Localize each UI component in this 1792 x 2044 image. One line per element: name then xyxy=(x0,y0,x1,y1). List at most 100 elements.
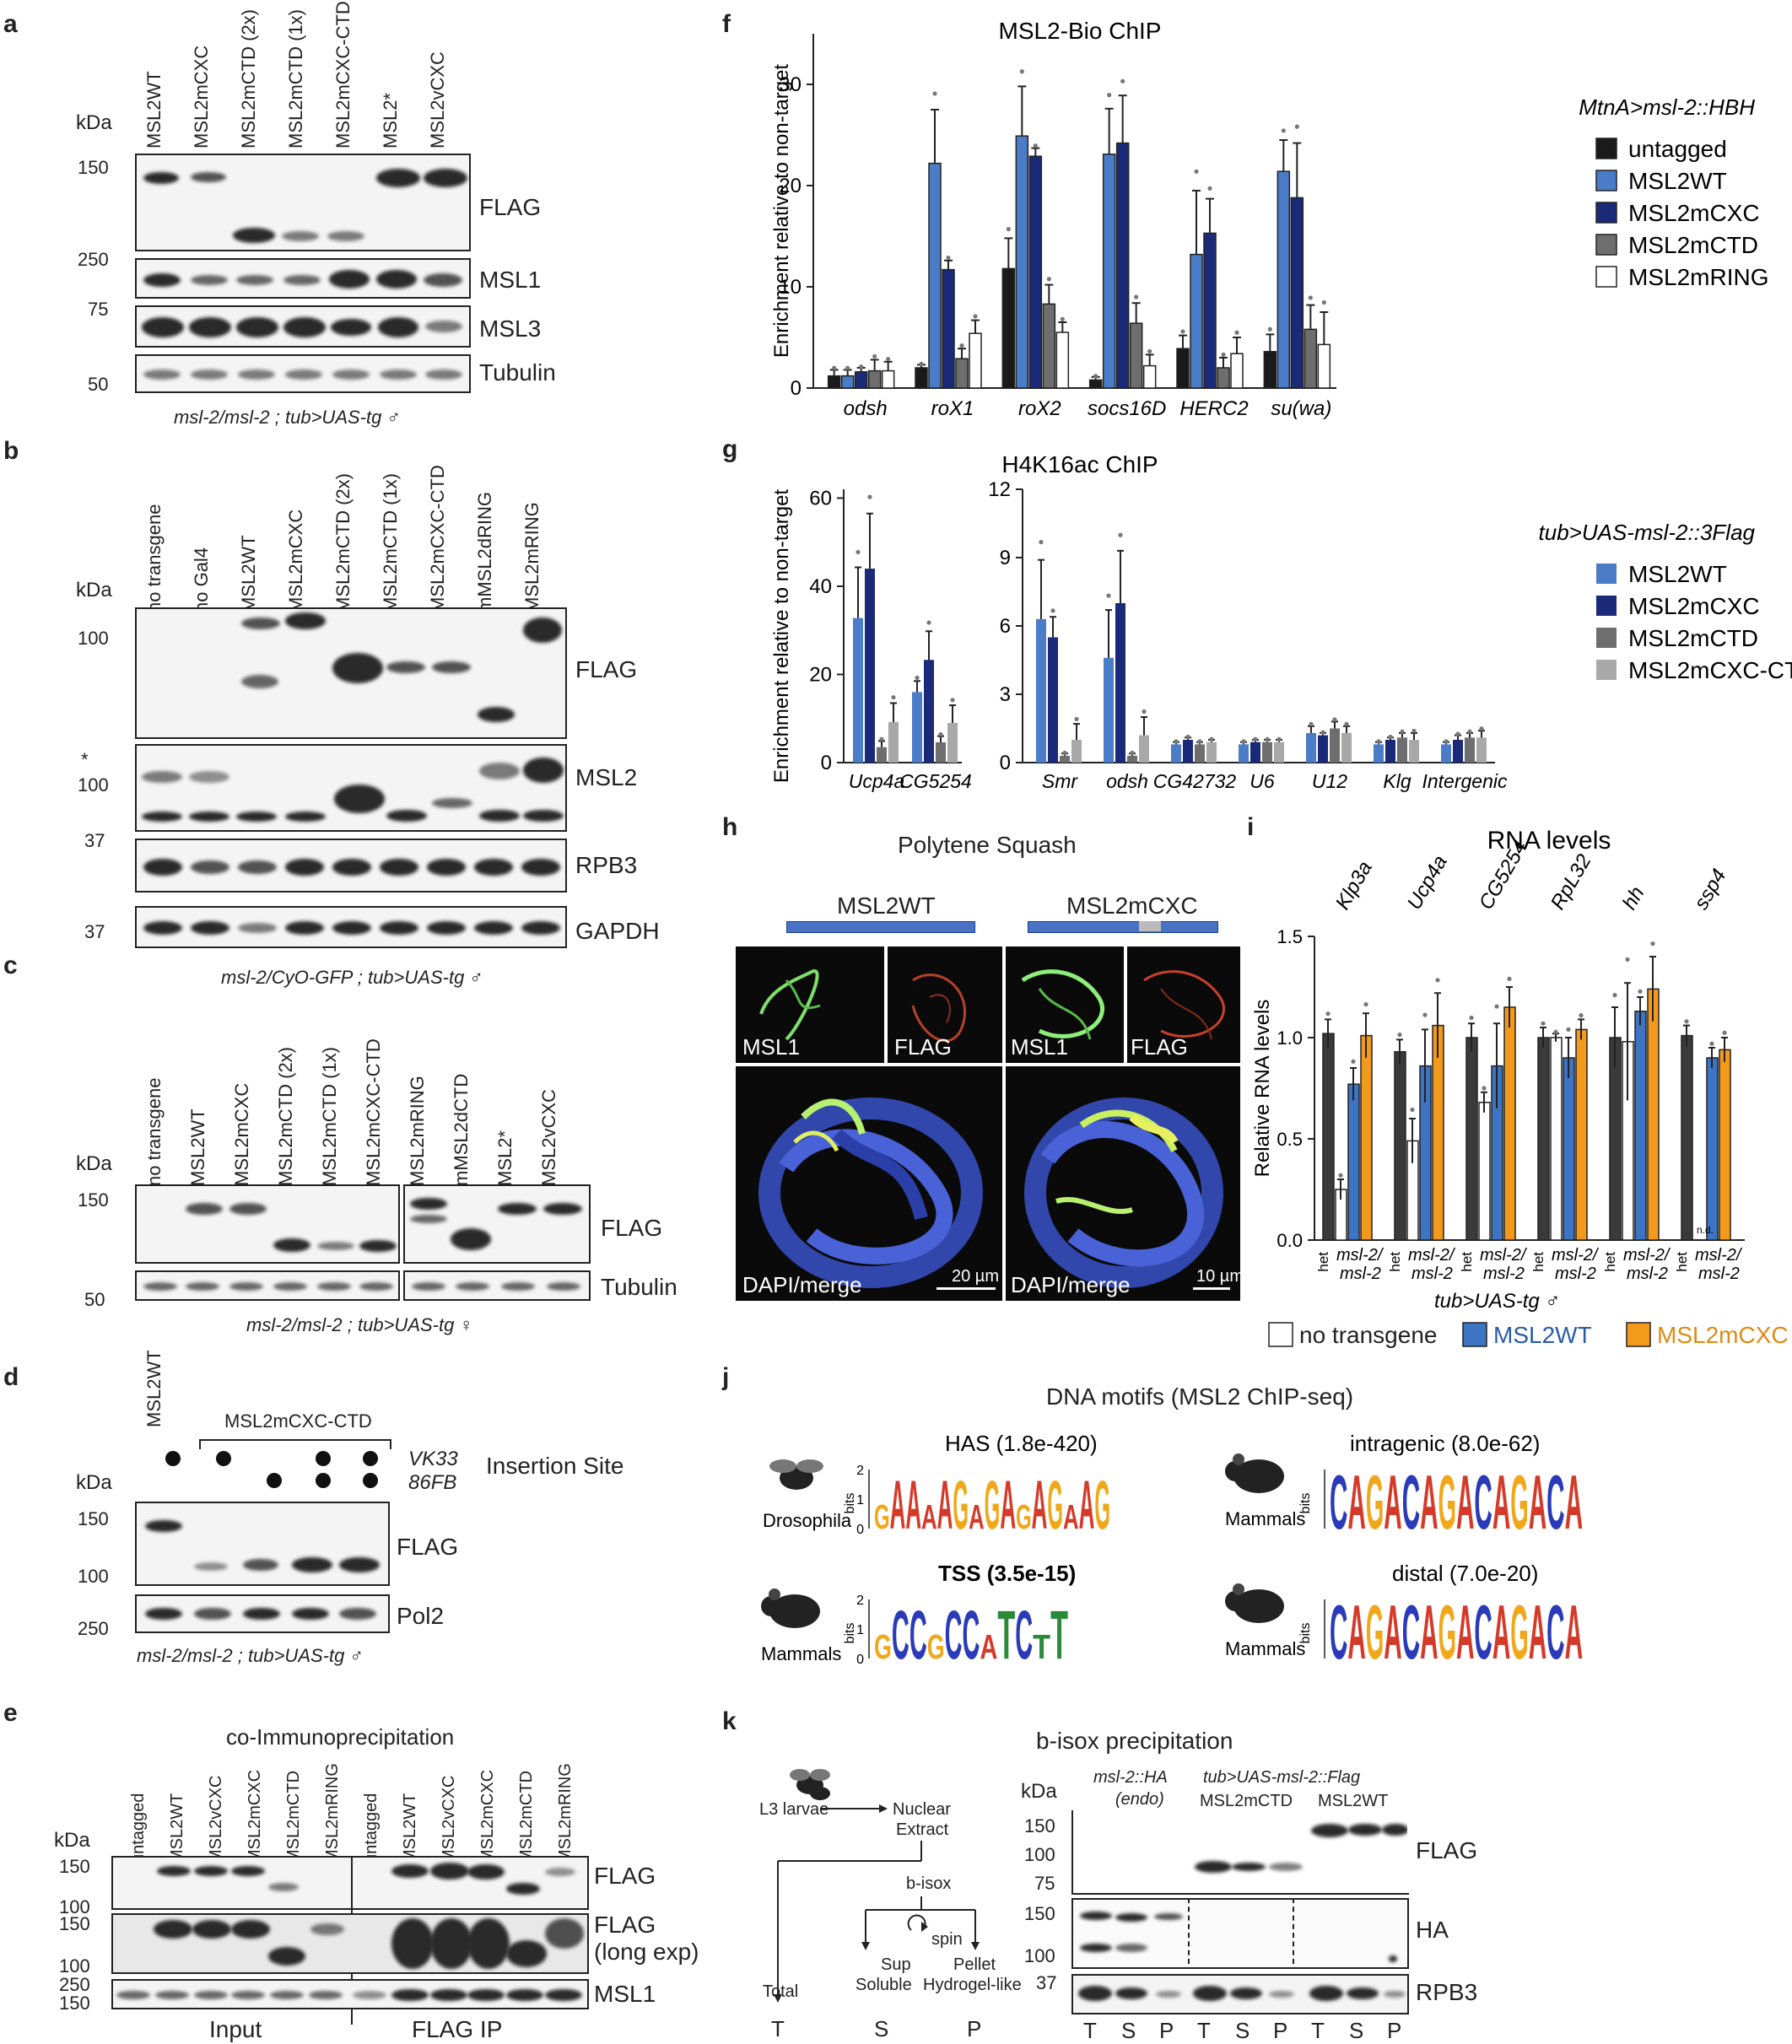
motif-letter: A xyxy=(969,1497,985,1536)
y-tick-label: 1.0 xyxy=(1277,1027,1303,1049)
blot-e-msl1 xyxy=(111,1979,589,2009)
x-sub-label: msl-2/ xyxy=(1336,1246,1384,1265)
data-point xyxy=(1294,124,1299,129)
legend-title: MtnA>msl-2::HBH xyxy=(1579,94,1755,120)
motif-letter: A xyxy=(1565,1460,1583,1545)
data-point xyxy=(1308,295,1313,300)
data-point xyxy=(1107,93,1112,98)
bar xyxy=(1239,744,1249,763)
lane-label: MSL2mRING xyxy=(521,502,542,612)
marker-b-100b: 100 xyxy=(78,774,109,795)
legend-label: MSL2WT xyxy=(1628,168,1727,194)
lane-label: untagged xyxy=(362,1793,381,1863)
motif-letter: G xyxy=(927,1627,945,1666)
bar xyxy=(888,721,899,763)
organism-label: Mammals xyxy=(1225,1638,1305,1659)
blot-label-b-flag: FLAG xyxy=(575,656,638,682)
y-tick-label: 40 xyxy=(809,575,832,598)
lane-label: MSL2mRING xyxy=(407,1076,428,1186)
bar xyxy=(1048,637,1058,763)
bar xyxy=(1250,742,1260,763)
data-point xyxy=(1709,1041,1714,1046)
bar xyxy=(1171,744,1181,763)
data-point xyxy=(1650,941,1655,946)
x-sub-label: msl-2/ xyxy=(1623,1246,1671,1265)
legend-swatch xyxy=(1462,1322,1487,1347)
lane-label: MSL2mRING xyxy=(556,1763,575,1863)
y-tick-label: 0 xyxy=(821,752,832,774)
blot-k-flag-frame xyxy=(1071,1810,1409,1895)
lane-label: MSL2vCXC xyxy=(538,1089,559,1186)
image-mcxc-flag xyxy=(1127,946,1240,1063)
y-axis-label: Enrichment relative to non-target xyxy=(770,489,793,784)
legend-label: MSL2mCTD xyxy=(1628,625,1758,651)
data-point xyxy=(1253,736,1258,742)
bits-tick: 0 xyxy=(856,1523,864,1537)
legend-label: MSL2mRING xyxy=(1628,264,1768,290)
data-point xyxy=(832,365,837,370)
motif-letter: C xyxy=(1330,1460,1347,1545)
marker-a-150: 150 xyxy=(78,157,109,178)
insertion-dot xyxy=(316,1451,331,1466)
construct-mcxc-mutation xyxy=(1139,921,1161,931)
y-tick-label: 20 xyxy=(779,175,802,197)
bar xyxy=(1318,735,1328,763)
mouse-icon xyxy=(1233,1459,1284,1493)
blot-k-dash1 xyxy=(1188,1898,1190,1964)
mouse-head-icon xyxy=(761,1596,781,1616)
construct-label-wt: MSL2WT xyxy=(837,893,936,919)
mouse-ear-icon xyxy=(1233,1583,1244,1595)
data-point xyxy=(919,361,924,366)
data-point xyxy=(1019,69,1024,74)
bar xyxy=(1397,737,1407,763)
data-point xyxy=(1241,739,1246,744)
motif-letter: G xyxy=(1366,1590,1384,1670)
kda-label-k: kDa xyxy=(1021,1780,1057,1803)
marker-k-100b: 100 xyxy=(1024,1945,1055,1966)
bar xyxy=(942,268,955,389)
data-point xyxy=(950,698,955,703)
panel-label-g: g xyxy=(722,435,738,463)
motif-letter: A xyxy=(1347,1590,1365,1670)
motif-letter: A xyxy=(1529,1590,1546,1670)
blot-e-flag xyxy=(111,1856,589,1910)
group-label-d: MSL2mCXC-CTD xyxy=(224,1410,372,1432)
lane-label: MSL2mCTD xyxy=(284,1770,303,1863)
legend-swatch xyxy=(1595,138,1617,159)
x-sub-label: het xyxy=(1530,1252,1546,1272)
marker-k-150b: 150 xyxy=(1024,1903,1055,1924)
category-label: hh xyxy=(1618,882,1649,914)
marker-b-star: * xyxy=(81,749,89,770)
data-point xyxy=(1221,352,1226,357)
insertion-dot xyxy=(363,1473,378,1488)
nd-label: n.d. xyxy=(1697,1224,1714,1236)
data-point xyxy=(1265,736,1270,742)
blot-label-k-rpb3: RPB3 xyxy=(1416,1979,1478,2005)
data-point xyxy=(959,343,964,348)
bar xyxy=(1195,744,1205,763)
motif-letter: T xyxy=(1033,1627,1050,1666)
insertion-dot xyxy=(267,1473,282,1488)
category-label: Ucp4a xyxy=(1403,851,1452,914)
data-point xyxy=(1338,1173,1343,1178)
x-tick-label: Intergenic xyxy=(1422,770,1508,792)
blot-k-rpb3 xyxy=(1071,1974,1409,2014)
flow-label-hydrogel: Hydrogel-like xyxy=(923,1976,1022,1994)
data-point xyxy=(1400,729,1405,734)
bar xyxy=(881,369,895,389)
motif-letter: G xyxy=(1016,1497,1032,1536)
data-point xyxy=(1147,348,1152,354)
bar xyxy=(1262,742,1272,763)
legend-label: untagged xyxy=(1628,136,1727,162)
motif-letter: T xyxy=(1050,1597,1068,1670)
motif-letter: C xyxy=(963,1597,980,1670)
chart-g: H4K16ac ChIP Enrichment relative to non-t… xyxy=(770,451,1792,792)
kda-label-d: kDa xyxy=(76,1471,112,1494)
header-k-endo: msl-2::HA xyxy=(1093,1768,1168,1787)
lane-label: MSL2WT xyxy=(143,71,165,148)
marker-k-75: 75 xyxy=(1034,1873,1055,1894)
data-point xyxy=(1325,1011,1331,1017)
motif-letter: T xyxy=(997,1597,1015,1670)
x-sub-label: msl-2 xyxy=(1698,1265,1740,1283)
scalebar-mcxc xyxy=(1193,1287,1230,1290)
